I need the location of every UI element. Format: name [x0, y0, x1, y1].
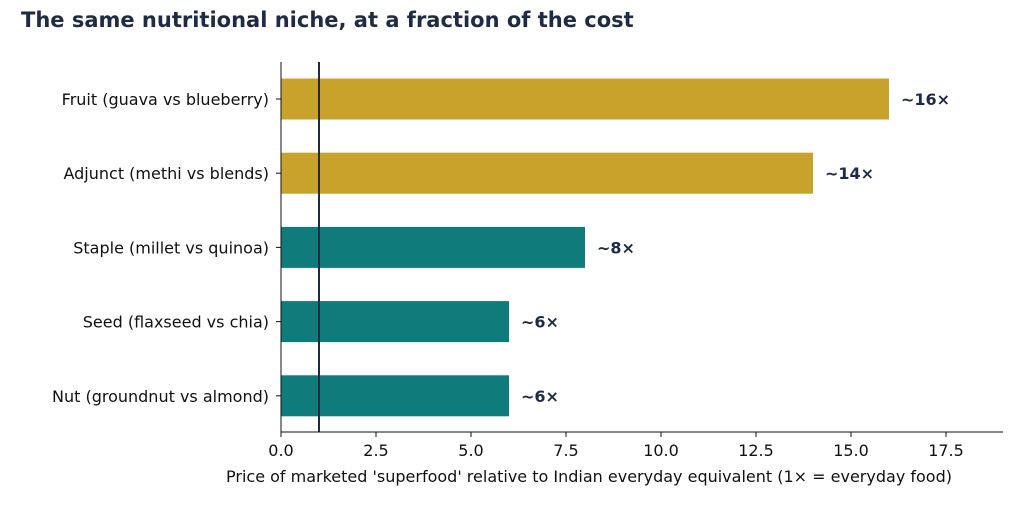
data-label: ~6× [521, 313, 559, 332]
x-tick-label: 0.0 [268, 441, 293, 460]
category-label: Fruit (guava vs blueberry) [62, 90, 269, 109]
data-labels: ~16× ~14× ~8× ~6× ~6× [521, 90, 950, 406]
bar [281, 226, 585, 268]
data-label: ~6× [521, 387, 559, 406]
x-tick-label: 5.0 [458, 441, 483, 460]
bars-layer [281, 78, 889, 417]
x-tick-label: 10.0 [643, 441, 679, 460]
category-labels: Fruit (guava vs blueberry) Adjunct (methi… [52, 90, 281, 406]
bar [281, 375, 509, 417]
x-tick-label: 2.5 [363, 441, 388, 460]
category-label: Adjunct (methi vs blends) [63, 164, 269, 183]
x-tick-label: 17.5 [928, 441, 964, 460]
x-tick-label: 12.5 [738, 441, 774, 460]
x-tick-label: 15.0 [833, 441, 869, 460]
bar [281, 301, 509, 343]
x-axis-label: Price of marketed 'superfood' relative t… [226, 467, 952, 486]
x-ticks: 0.0 2.5 5.0 7.5 10.0 12.5 15.0 17.5 [268, 432, 964, 460]
bar [281, 78, 889, 120]
category-label: Seed (flaxseed vs chia) [83, 313, 269, 332]
category-label: Staple (millet vs quinoa) [73, 238, 269, 257]
bar [281, 152, 813, 194]
chart-title: The same nutritional niche, at a fractio… [21, 8, 634, 32]
data-label: ~14× [825, 164, 874, 183]
data-label: ~8× [597, 238, 635, 257]
category-label: Nut (groundnut vs almond) [52, 387, 269, 406]
data-label: ~16× [901, 90, 950, 109]
x-tick-label: 7.5 [553, 441, 578, 460]
